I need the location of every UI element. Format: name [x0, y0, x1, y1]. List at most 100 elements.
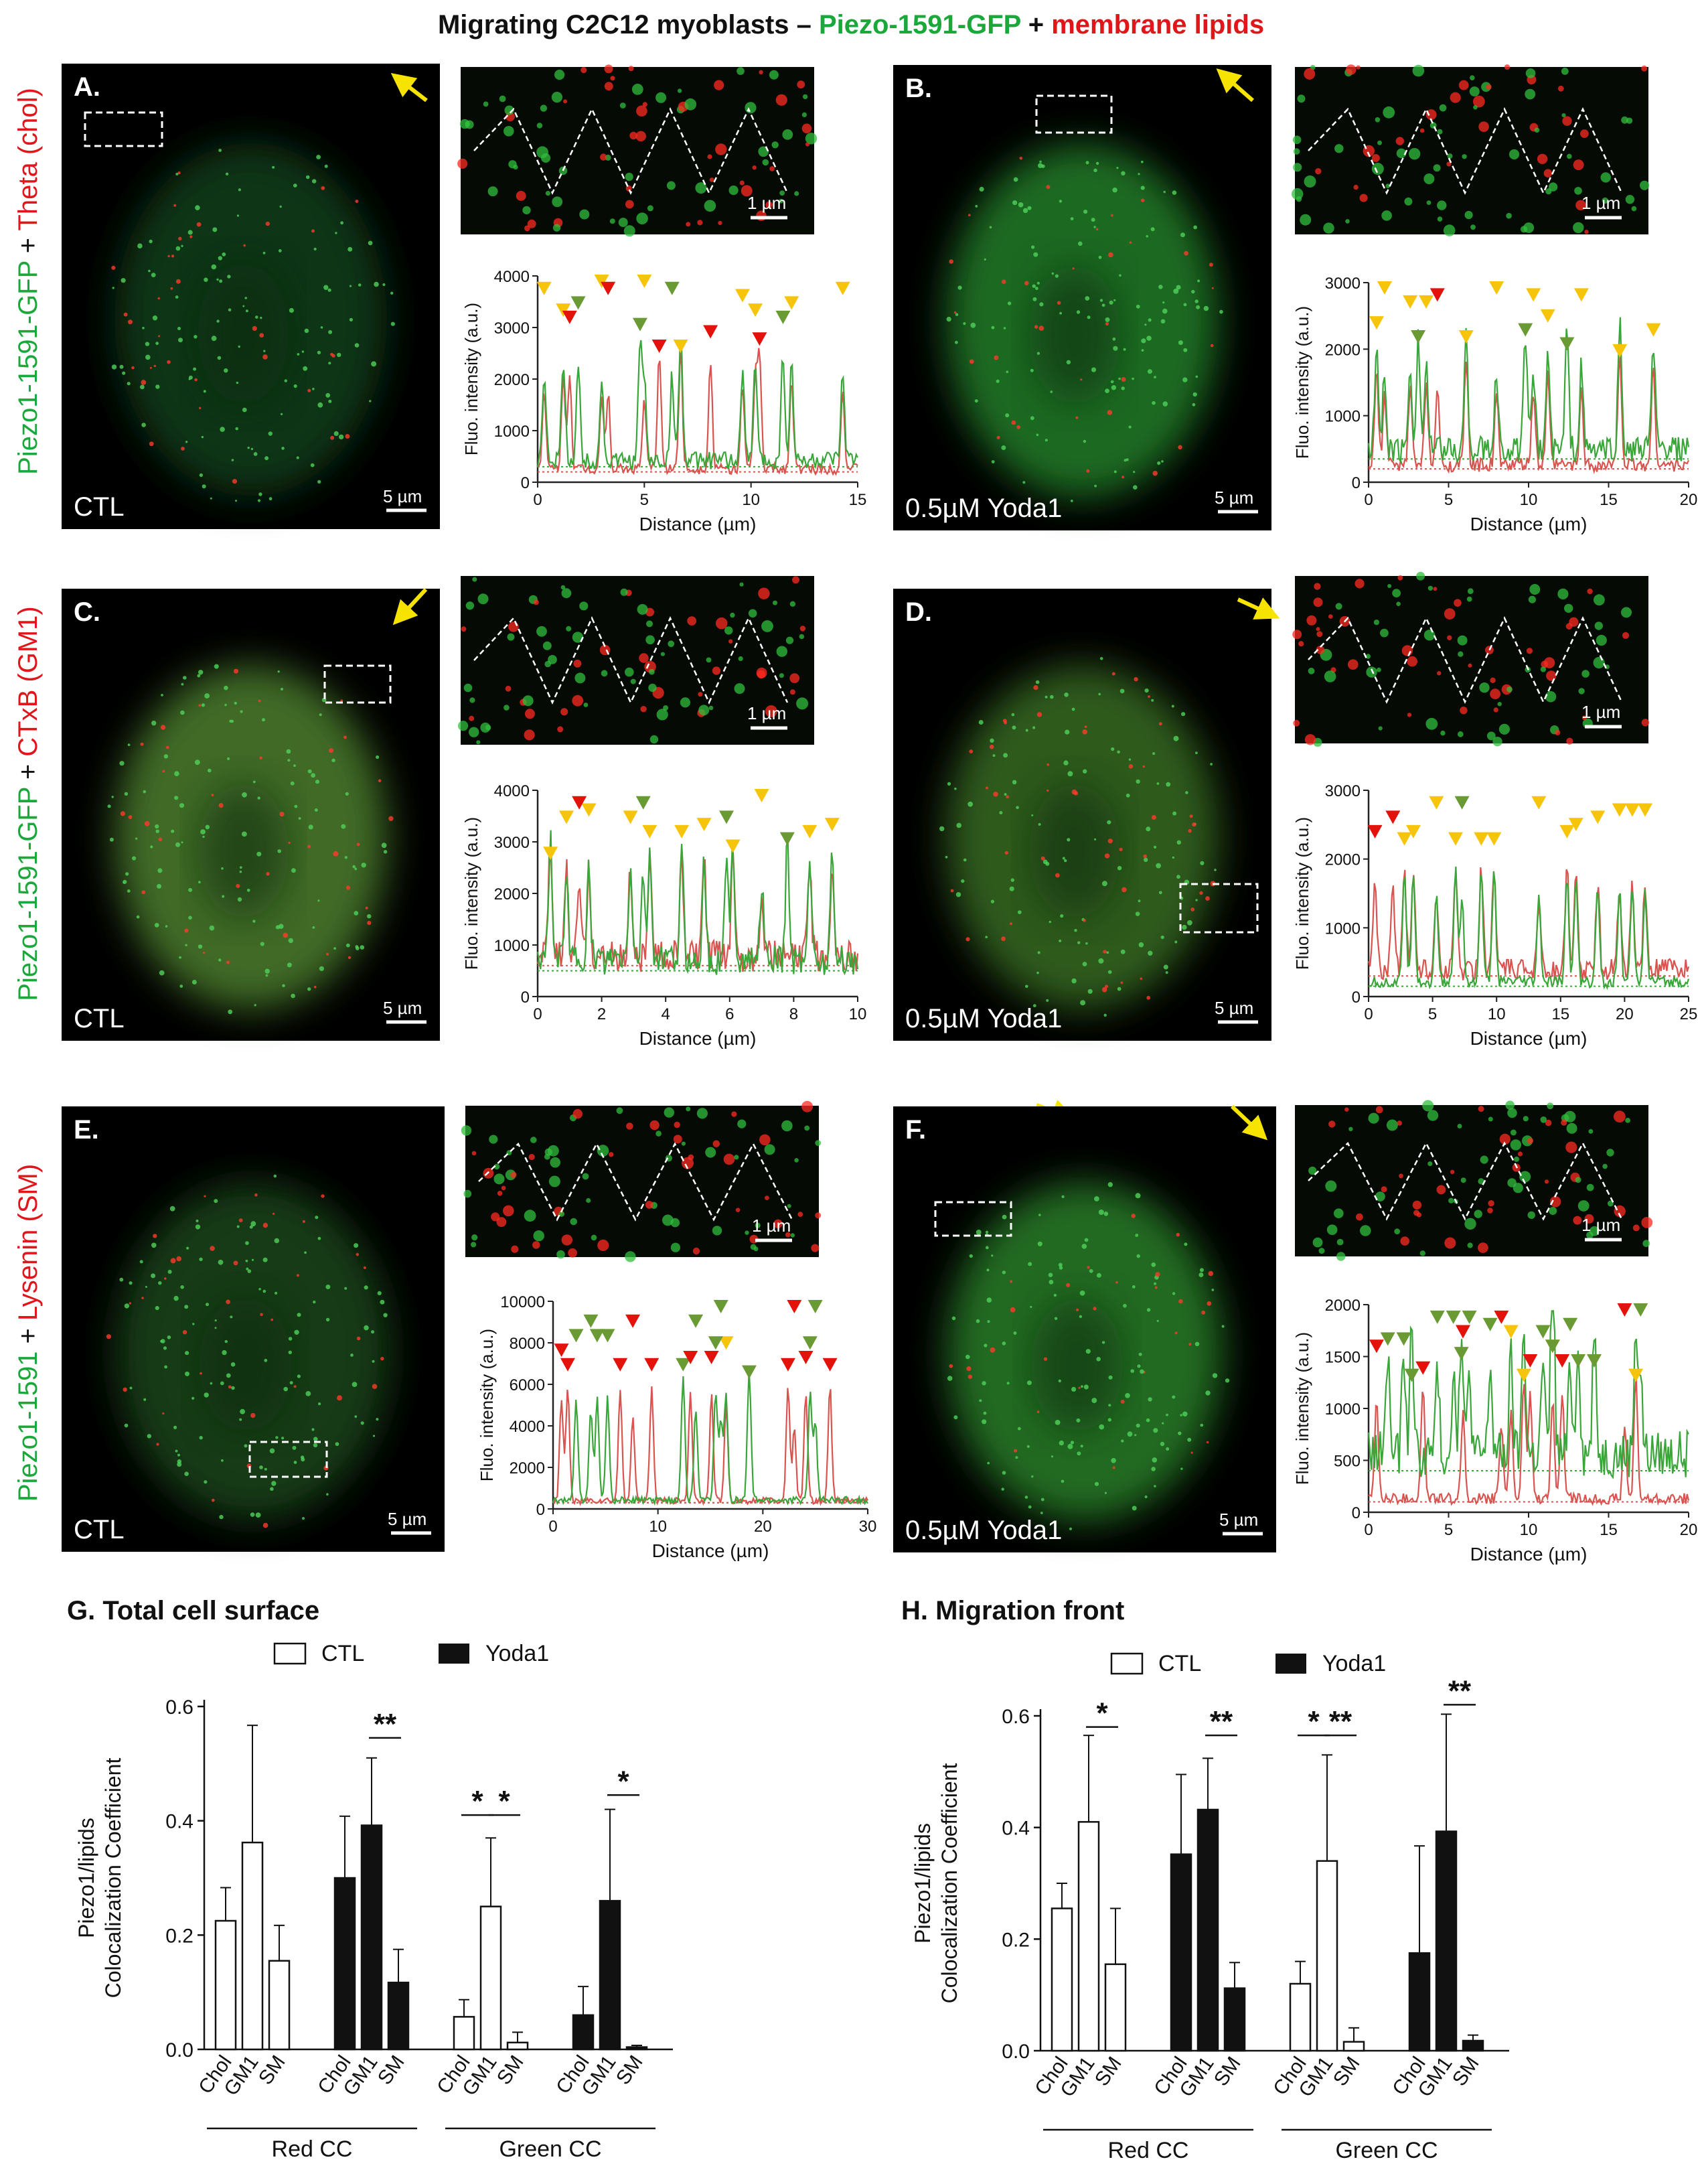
inset-spot — [1450, 1169, 1455, 1175]
inset-spot — [1561, 1119, 1567, 1126]
inset-spot — [1425, 717, 1438, 730]
marker-yellow-colocalized — [748, 303, 763, 317]
inset-spot — [625, 172, 633, 181]
fluorescent-spot — [1156, 863, 1161, 869]
inset-spot — [600, 153, 607, 161]
fluorescent-spot — [1001, 445, 1006, 450]
fluorescent-spot — [323, 285, 329, 290]
fluorescent-spot — [226, 1299, 230, 1305]
inset-spot — [1423, 630, 1436, 641]
inset-spot — [680, 697, 690, 708]
fluorescent-spot — [1111, 385, 1117, 390]
inset-spot — [712, 1226, 722, 1236]
fluorescent-spot — [326, 1493, 329, 1496]
fluorescent-spot — [968, 214, 971, 217]
fluorescent-spot — [338, 434, 344, 440]
marker-yellow-colocalized — [1540, 309, 1555, 323]
fluorescent-spot — [1156, 1319, 1159, 1322]
fluorescent-spot — [305, 175, 310, 179]
fluorescent-spot — [244, 297, 248, 299]
fluorescent-spot — [165, 745, 169, 749]
inset-spot — [785, 1232, 791, 1238]
fluorescent-spot — [150, 845, 153, 849]
inset-spot — [1458, 80, 1469, 90]
fluorescent-spot — [212, 227, 218, 232]
fluorescent-spot — [1059, 1266, 1063, 1270]
fluorescent-spot — [127, 889, 131, 893]
marker-green-piezo — [1380, 1332, 1395, 1346]
inset-spot — [697, 220, 703, 226]
fluorescent-spot — [1190, 907, 1195, 912]
fluorescent-spot — [1144, 688, 1149, 693]
fluorescent-spot — [233, 1260, 238, 1266]
fluorescent-spot — [333, 431, 339, 437]
legend-label-ctl: CTL — [321, 1641, 364, 1666]
inset-spot — [1324, 670, 1336, 682]
fluorescent-spot — [1163, 190, 1166, 194]
inset-spot — [811, 1244, 820, 1252]
figure-title: Migrating C2C12 myoblasts – Piezo-1591-G… — [438, 10, 1264, 40]
inset-spot — [737, 1119, 747, 1129]
inset-spot — [1566, 737, 1573, 745]
fluorescent-spot — [244, 1444, 248, 1448]
fluorescent-spot — [204, 693, 210, 699]
green-trace — [1367, 317, 1690, 465]
fluorescent-spot — [1199, 1268, 1204, 1272]
fluorescent-spot — [293, 1461, 297, 1464]
marker-green-piezo — [570, 296, 586, 310]
inset-spot — [734, 683, 745, 695]
inset-spot — [673, 1135, 682, 1144]
fluorescent-spot — [1146, 995, 1151, 1000]
row-label-lysenin: Piezo1-1591 + Lysenin (SM) — [13, 1164, 43, 1502]
cell-nucleus — [198, 783, 289, 919]
fluorescent-spot — [1063, 760, 1069, 766]
scale-bar-label: 5 µm — [1215, 998, 1253, 1018]
fluorescent-spot — [181, 447, 185, 451]
inset-spot — [642, 102, 647, 107]
inset-spot — [1344, 1107, 1349, 1112]
x-axis-label: Distance (µm) — [652, 1540, 769, 1561]
fluorescent-spot — [1058, 1262, 1063, 1267]
inset-spot — [797, 1212, 803, 1217]
inset-spot — [1334, 1208, 1344, 1218]
inset-spot — [1308, 1166, 1317, 1175]
fluorescent-spot — [354, 1415, 358, 1418]
fluorescent-spot — [1112, 1466, 1115, 1469]
fluorescent-spot — [273, 1174, 277, 1178]
inset-spot — [1457, 635, 1468, 646]
y-axis-label: Fluo. intensity (a.u.) — [1292, 306, 1312, 459]
inset-spot — [799, 634, 805, 640]
fluorescent-spot — [221, 867, 224, 870]
fluorescent-spot — [1028, 1262, 1032, 1266]
marker-yellow-colocalized — [835, 281, 850, 295]
fluorescent-spot — [139, 1260, 143, 1264]
fluorescent-spot — [227, 275, 231, 279]
inset-spot — [527, 219, 536, 228]
marker-red-lipid — [787, 1300, 802, 1313]
fluorescent-spot — [242, 305, 245, 307]
inset-spot — [781, 1120, 793, 1132]
fluorescent-spot — [174, 796, 179, 800]
fluorescent-spot — [1119, 274, 1121, 277]
fluorescent-spot — [1082, 962, 1087, 966]
inset-spot — [536, 146, 548, 159]
fluorescent-spot — [1165, 971, 1168, 974]
marker-yellow-colocalized — [824, 818, 840, 832]
inset-spot — [635, 131, 646, 142]
fluorescent-spot — [1117, 987, 1121, 991]
fluorescent-spot — [176, 1256, 182, 1262]
y-tick-label: 3000 — [1325, 275, 1361, 293]
inset-spot — [790, 1233, 795, 1238]
fluorescent-spot — [365, 906, 368, 909]
fluorescent-spot — [1128, 425, 1132, 429]
marker-yellow-colocalized — [1419, 295, 1434, 309]
fluorescent-spot — [1030, 368, 1034, 372]
fluorescent-spot — [149, 441, 154, 447]
fluorescent-spot — [1001, 279, 1006, 285]
inset-spot — [1412, 64, 1425, 77]
fluorescent-spot — [320, 326, 323, 329]
fluorescent-spot — [1154, 376, 1156, 378]
fluorescent-spot — [283, 1386, 289, 1392]
roi-box — [934, 1201, 1012, 1237]
fluorescent-spot — [1098, 693, 1101, 696]
